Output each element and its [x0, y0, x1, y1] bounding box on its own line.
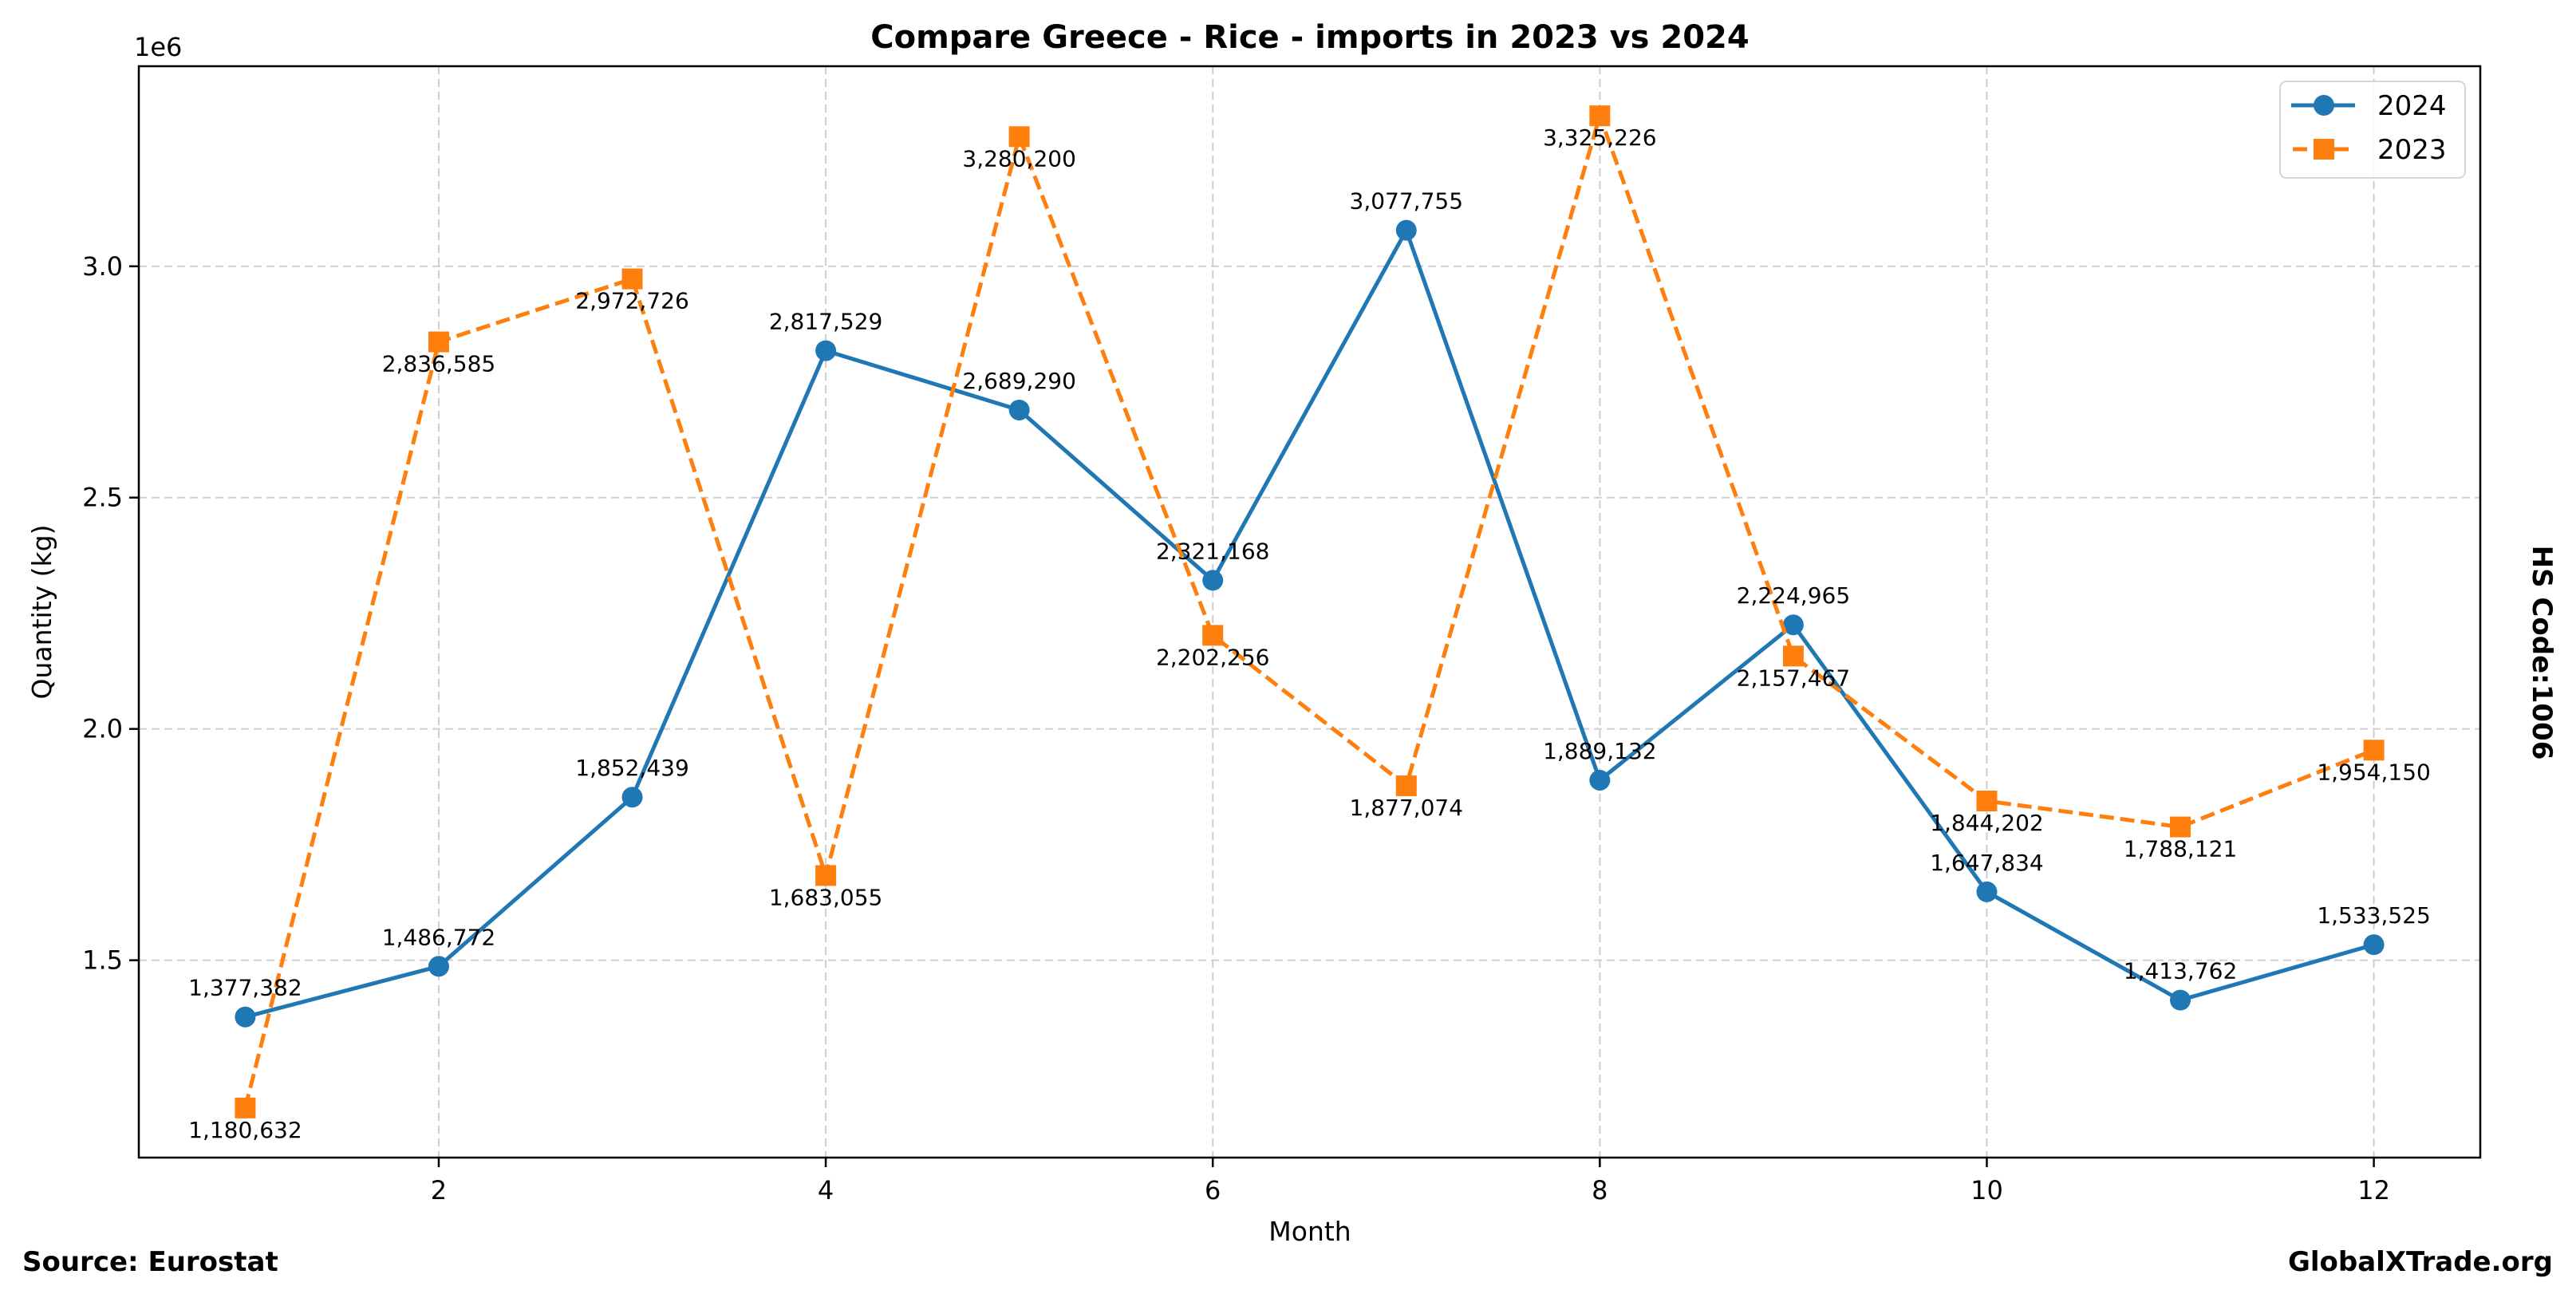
plot-frame: [137, 65, 2482, 1159]
data-point[interactable]: [1589, 769, 1611, 791]
data-point[interactable]: [1976, 881, 1998, 902]
x-tick-label: 2: [431, 1175, 447, 1205]
data-point[interactable]: [1008, 399, 1030, 420]
data-point[interactable]: [621, 268, 643, 290]
series-line-2023: [243, 113, 2375, 1109]
data-point[interactable]: [1395, 219, 1417, 241]
x-tick-label: 8: [1592, 1175, 1608, 1205]
data-point[interactable]: [235, 1097, 256, 1118]
y-tick-label: 2.5: [82, 483, 123, 513]
series-2023: [235, 105, 2385, 1118]
data-point[interactable]: [1202, 625, 1224, 646]
data-label: 3,280,200: [962, 145, 1076, 172]
data-label: 2,157,467: [1737, 665, 1851, 691]
legend-label-2024: 2024: [2377, 90, 2447, 122]
data-point[interactable]: [1976, 791, 1998, 812]
data-point[interactable]: [815, 340, 837, 361]
data-label: 1,844,202: [1930, 810, 2044, 836]
data-point[interactable]: [1782, 645, 1804, 667]
data-point[interactable]: [1589, 105, 1611, 127]
legend-label-2023: 2023: [2377, 134, 2447, 166]
y-tick-label: 3.0: [82, 251, 123, 282]
legend-item-2024[interactable]: 2024: [2291, 90, 2447, 122]
data-point[interactable]: [621, 787, 643, 808]
data-point[interactable]: [1202, 570, 1224, 591]
data-label: 1,683,055: [769, 884, 883, 910]
data-point[interactable]: [1008, 126, 1030, 148]
data-label: 1,877,074: [1350, 795, 1464, 821]
legend-item-2023[interactable]: 2023: [2293, 134, 2447, 166]
data-point[interactable]: [428, 331, 449, 353]
data-label: 1,413,762: [2124, 958, 2238, 984]
series-2024: [235, 219, 2385, 1028]
data-label: 2,836,585: [382, 351, 496, 377]
data-label: 1,180,632: [188, 1117, 302, 1143]
x-tick-label: 6: [1205, 1175, 1221, 1205]
data-point[interactable]: [235, 1006, 256, 1028]
data-label: 2,321,168: [1156, 538, 1270, 564]
hs-code-label: HS Code:1006: [2526, 546, 2558, 760]
data-label: 1,889,132: [1543, 738, 1657, 764]
source-label: Source: Eurostat: [22, 1246, 278, 1278]
data-label: 1,788,121: [2124, 836, 2238, 862]
data-label: 3,077,755: [1350, 188, 1464, 215]
x-axis: 2 4 6 8 10 12: [431, 1158, 2390, 1205]
y-offset-text: 1e6: [134, 32, 182, 62]
data-label: 1,533,525: [2317, 902, 2431, 929]
legend-square-marker-icon: [2314, 139, 2334, 160]
data-label: 2,972,726: [575, 288, 689, 314]
y-tick-label: 2.0: [82, 714, 123, 744]
legend: 2024 2023: [2279, 81, 2466, 179]
data-label: 1,486,772: [382, 924, 496, 950]
data-label: 2,817,529: [769, 309, 883, 335]
grid: [139, 66, 2480, 1158]
data-label: 1,954,150: [2317, 759, 2431, 785]
data-point[interactable]: [815, 865, 837, 886]
legend-circle-marker-icon: [2314, 95, 2334, 116]
data-point[interactable]: [2363, 934, 2385, 956]
data-label: 2,202,256: [1156, 644, 1270, 670]
data-point[interactable]: [2170, 989, 2191, 1011]
x-tick-label: 10: [1970, 1175, 2003, 1205]
data-label: 1,647,834: [1930, 850, 2044, 876]
x-tick-label: 4: [818, 1175, 834, 1205]
data-label: 2,224,965: [1737, 582, 1851, 609]
data-label: 3,325,226: [1543, 124, 1657, 151]
y-axis: 1.5 2.0 2.5 3.0: [82, 251, 139, 976]
y-tick-label: 1.5: [82, 945, 123, 976]
data-point[interactable]: [2170, 816, 2191, 838]
y-axis-label: Quantity (kg): [26, 525, 57, 700]
data-label: 1,852,439: [575, 755, 689, 781]
data-point[interactable]: [428, 956, 449, 977]
watermark-label: GlobalXTrade.org: [2288, 1246, 2553, 1278]
chart-title: Compare Greece - Rice - imports in 2023 …: [870, 19, 1749, 56]
data-label: 1,377,382: [188, 975, 302, 1001]
data-point[interactable]: [2363, 740, 2385, 761]
x-tick-label: 12: [2357, 1175, 2390, 1205]
data-point[interactable]: [1395, 775, 1417, 796]
series-line-2024: [244, 228, 2375, 1020]
data-labels: 1,377,382 1,486,772 1,852,439 2,817,529 2,68…: [188, 124, 2431, 1143]
x-axis-label: Month: [1268, 1216, 1351, 1247]
data-point[interactable]: [1782, 614, 1804, 636]
data-label: 2,689,290: [962, 368, 1076, 394]
series-layer: [235, 105, 2385, 1118]
